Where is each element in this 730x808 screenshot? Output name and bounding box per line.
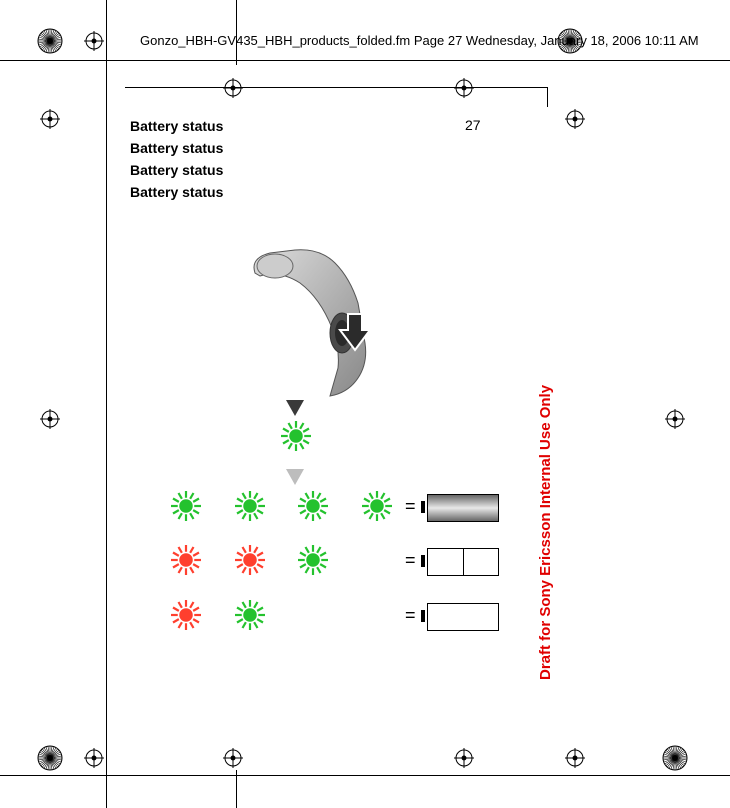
registration-mark-small	[665, 409, 685, 429]
led-burst-icon	[171, 491, 201, 521]
led-burst-icon	[281, 421, 311, 451]
led-burst-icon	[235, 491, 265, 521]
header-filename: Gonzo_HBH-GV435_HBH_products_folded.fm P…	[140, 33, 699, 48]
battery-nub	[421, 610, 425, 622]
registration-mark-small	[223, 748, 243, 768]
registration-mark-small	[565, 748, 585, 768]
page-number: 27	[465, 117, 481, 133]
registration-mark-small	[84, 31, 104, 51]
heading-block: Battery statusBattery statusBattery stat…	[130, 115, 223, 203]
heading-line: Battery status	[130, 115, 223, 137]
heading-line: Battery status	[130, 159, 223, 181]
registration-mark-large	[556, 27, 584, 55]
arrow-down-icon	[338, 312, 372, 354]
led-burst-icon	[235, 600, 265, 630]
crop-line-bottom	[0, 775, 730, 776]
draft-watermark: Draft for Sony Ericsson Internal Use Onl…	[537, 385, 554, 680]
equals-icon: =	[405, 496, 416, 517]
registration-mark-small	[40, 109, 60, 129]
registration-mark-small	[40, 409, 60, 429]
registration-mark-large	[36, 744, 64, 772]
registration-mark-small	[454, 78, 474, 98]
registration-mark-small	[84, 748, 104, 768]
battery-icon	[427, 548, 499, 576]
led-burst-icon	[298, 491, 328, 521]
registration-mark-large	[36, 27, 64, 55]
led-burst-icon	[171, 545, 201, 575]
led-burst-icon	[298, 545, 328, 575]
registration-mark-small	[223, 78, 243, 98]
battery-icon	[427, 494, 499, 522]
equals-icon: =	[405, 550, 416, 571]
battery-nub	[421, 501, 425, 513]
heading-line: Battery status	[130, 181, 223, 203]
crop-line-top	[0, 60, 730, 61]
led-burst-icon	[235, 545, 265, 575]
registration-mark-small	[565, 109, 585, 129]
registration-mark-small	[454, 748, 474, 768]
led-burst-icon	[171, 600, 201, 630]
led-burst-icon	[362, 491, 392, 521]
battery-icon	[427, 603, 499, 631]
battery-nub	[421, 555, 425, 567]
equals-icon: =	[405, 605, 416, 626]
heading-line: Battery status	[130, 137, 223, 159]
registration-mark-large	[661, 744, 689, 772]
triangle-down-icon	[286, 469, 304, 485]
triangle-down-icon	[286, 400, 304, 416]
frame-top	[125, 87, 547, 88]
